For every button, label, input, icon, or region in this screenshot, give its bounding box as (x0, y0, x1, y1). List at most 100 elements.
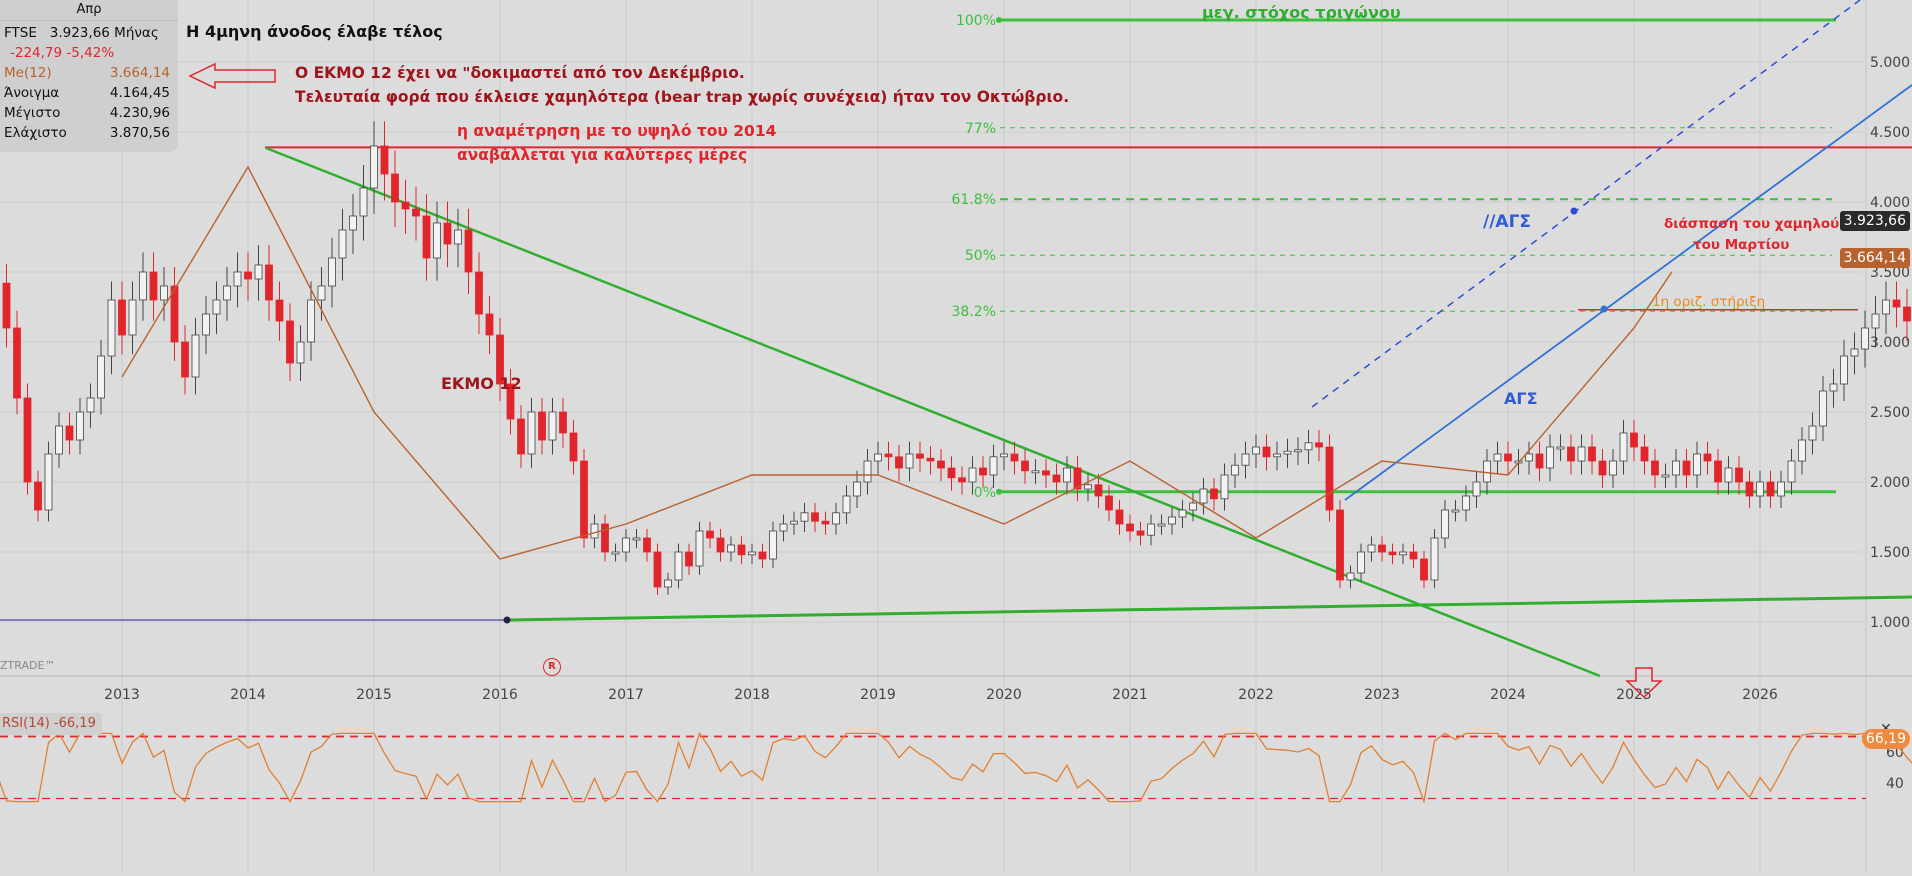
candle (1682, 460, 1691, 476)
candle (1367, 544, 1376, 553)
info-ma-label: Me(12) (4, 65, 52, 81)
info-open-value: 4.164,45 (109, 85, 170, 101)
candle (979, 467, 987, 476)
candle (842, 495, 851, 514)
triangle-upper-line (265, 146, 1601, 678)
y-tick-label: 4.000 (1870, 195, 1910, 211)
channel-label: ΑΓΣ (1504, 389, 1538, 408)
ath-note-line1: η αναμέτρηση με το υψηλό του 2014 (457, 122, 777, 140)
candle (737, 544, 746, 556)
x-tick-label: 2014 (230, 687, 266, 703)
candle (1871, 313, 1880, 329)
candle (937, 460, 945, 469)
ath-note-line2: αναβάλλεται για καλύτερες μέρες (457, 146, 748, 164)
candle (443, 222, 452, 245)
fib-level-label: 0% (974, 485, 996, 501)
candle (695, 530, 704, 567)
candle (1504, 453, 1512, 462)
x-tick-label: 2015 (356, 687, 392, 703)
candle (212, 299, 221, 315)
candle (1199, 488, 1208, 504)
y-tick-label: 3.500 (1870, 265, 1910, 281)
candle (611, 551, 620, 555)
candle (1745, 481, 1754, 497)
candle (1283, 450, 1292, 455)
candle (811, 512, 819, 522)
left-arrow-icon (188, 62, 276, 90)
candle (1756, 481, 1764, 497)
x-tick-label: 2021 (1112, 687, 1148, 703)
info-change: -224,79 -5,42% (10, 45, 115, 61)
candle (1577, 446, 1586, 462)
candle (464, 229, 473, 273)
x-tick-label: 2025 (1616, 687, 1652, 703)
candle (1273, 453, 1281, 458)
channel-anchor-dot (1600, 305, 1608, 313)
candle (380, 145, 389, 175)
candle (1010, 453, 1019, 462)
candle (1661, 474, 1670, 478)
candle (76, 411, 84, 441)
candle (1262, 446, 1271, 458)
candle (664, 579, 672, 588)
candle (632, 537, 641, 541)
candle (1672, 460, 1680, 476)
info-ma-row: Me(12) 3.664,14 (4, 64, 170, 83)
candle (1399, 551, 1407, 556)
candle (559, 411, 567, 434)
candle (1483, 460, 1491, 483)
candle (1546, 446, 1554, 469)
fib-level-label: 77% (965, 121, 996, 137)
rsi-tick-label: 40 (1886, 776, 1904, 792)
candle (506, 383, 515, 420)
fib-level-label: 38.2% (952, 304, 996, 320)
candle (1819, 390, 1827, 427)
candle (401, 201, 410, 210)
candle (286, 320, 294, 364)
rsi-label: RSI(14) -66,19 (0, 713, 102, 735)
info-high-value: 4.230,96 (109, 105, 170, 121)
candle (86, 397, 95, 413)
info-panel: Απρ FTSE 3.923,66 Μήνας -224,79 -5,42% M… (0, 0, 178, 152)
candle (1031, 470, 1040, 474)
candle (1861, 327, 1869, 350)
candle (590, 523, 599, 539)
candle (1598, 460, 1607, 476)
candle (580, 460, 588, 539)
candle (989, 456, 998, 476)
parallel-channel-label: //ΑΓΣ (1483, 212, 1532, 232)
candle (44, 453, 53, 511)
candle (1430, 537, 1439, 581)
candle (1609, 460, 1617, 476)
candle (1493, 453, 1502, 462)
candle (1178, 509, 1187, 518)
x-tick-label: 2019 (860, 687, 896, 703)
candle (13, 327, 21, 399)
candle (758, 551, 767, 560)
y-tick-label: 1.500 (1870, 545, 1910, 561)
candle (1630, 432, 1638, 448)
candle (601, 523, 609, 553)
support-note: 1η οριζ. στήριξη (1652, 294, 1766, 310)
info-open-label: Άνοιγμα (4, 85, 60, 101)
candle (244, 271, 252, 280)
candle (307, 299, 315, 343)
candle (1147, 523, 1155, 536)
x-tick-label: 2026 (1742, 687, 1778, 703)
candle (769, 530, 777, 560)
candle (1336, 509, 1344, 581)
fib-level-label: 50% (965, 248, 996, 264)
r-marker-icon[interactable]: R (543, 658, 561, 676)
info-high-row: Μέγιστο 4.230,96 (4, 104, 170, 123)
candle (947, 467, 956, 479)
candle (1703, 453, 1712, 462)
candle (1798, 439, 1806, 462)
candle (34, 481, 42, 511)
candle (1220, 474, 1229, 500)
rsi-badge: 66,19 (1861, 729, 1910, 749)
y-tick-label: 2.500 (1870, 405, 1910, 421)
candle (1084, 484, 1092, 490)
x-tick-label: 2020 (986, 687, 1022, 703)
info-high-label: Μέγιστο (4, 105, 61, 121)
